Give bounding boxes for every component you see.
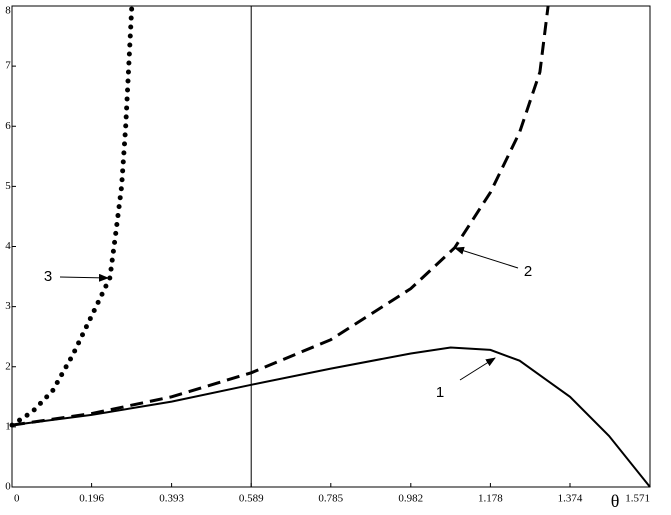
x-tick-label: 0.393 xyxy=(159,493,184,505)
curve xyxy=(11,346,651,488)
y-tick-label: 1 xyxy=(5,420,11,432)
x-tick-label: 0.982 xyxy=(398,493,423,505)
y-tick-label: 5 xyxy=(5,180,11,192)
y-tick-label: 4 xyxy=(5,240,11,252)
curve xyxy=(11,5,550,427)
x-tick-label: 1.374 xyxy=(558,493,583,505)
x-tick-label: 1.178 xyxy=(478,493,503,505)
plot-frame xyxy=(11,5,651,488)
annotation-arrow xyxy=(454,246,519,269)
y-tick-label: 6 xyxy=(5,120,11,132)
y-tick-label: 2 xyxy=(5,360,11,372)
y-tick-label: 3 xyxy=(5,300,11,312)
annotation-label: 3 xyxy=(44,268,52,285)
y-tick-label: 8 xyxy=(5,5,11,17)
annotation-label: 1 xyxy=(436,384,444,401)
x-tick-label: 1.571 xyxy=(625,493,650,505)
annotation-arrow xyxy=(59,273,109,282)
curve xyxy=(9,3,135,428)
x-tick-label: 0 xyxy=(14,493,20,505)
x-tick-label: 0.196 xyxy=(79,493,104,505)
x-tick-label: 0.785 xyxy=(318,493,343,505)
x-axis-label: θ xyxy=(611,491,620,511)
annotation-arrow xyxy=(459,357,496,381)
x-tick-label: 0.589 xyxy=(239,493,264,505)
annotation-label: 2 xyxy=(524,263,532,280)
y-tick-label: 0 xyxy=(5,481,11,493)
y-tick-label: 7 xyxy=(5,60,11,72)
